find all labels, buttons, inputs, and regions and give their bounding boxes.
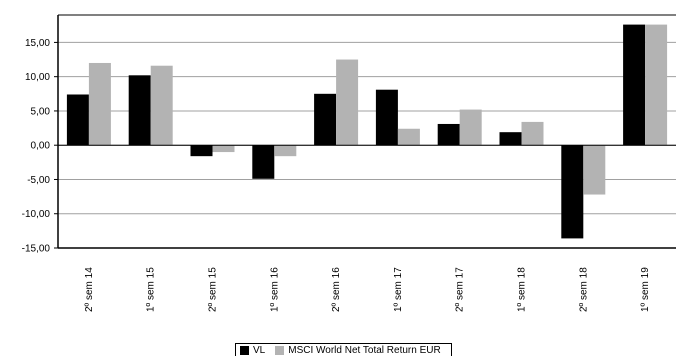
legend-label-vl: VL xyxy=(253,344,266,356)
bar-msci xyxy=(274,145,297,157)
legend: VL MSCI World Net Total Return EUR xyxy=(235,343,452,356)
x-tick-label: 2º sem 16 xyxy=(331,267,342,312)
x-tick-label: 2º sem 15 xyxy=(208,267,219,312)
bar-vl xyxy=(437,123,460,146)
x-tick-labels: 2º sem 14 1º sem 15 2º sem 15 1º sem 16 2º s… xyxy=(84,267,651,312)
legend-swatch-msci xyxy=(275,345,285,355)
y-tick-label: 5,00 xyxy=(31,106,51,117)
bar-msci xyxy=(336,59,359,146)
y-tick-label: 10,00 xyxy=(25,72,50,83)
bar-vl xyxy=(66,94,89,146)
bar-vl xyxy=(375,89,398,146)
y-tick-label: -15,00 xyxy=(22,244,51,255)
y-tick-label: -5,00 xyxy=(27,175,50,186)
bars xyxy=(66,24,668,239)
bar-vl xyxy=(190,145,213,157)
bar-vl xyxy=(314,93,337,146)
y-tick-label: 15,00 xyxy=(25,38,50,49)
bar-msci xyxy=(150,65,173,146)
x-tick-label: 2º sem 18 xyxy=(578,267,589,312)
legend-label-msci: MSCI World Net Total Return EUR xyxy=(288,344,441,356)
y-tick-labels: 15,00 10,00 5,00 0,00 -5,00 -10,00 -15,00 xyxy=(22,38,51,255)
x-tick-label: 2º sem 17 xyxy=(455,267,466,312)
bar-msci xyxy=(88,62,111,146)
bar-vl xyxy=(252,145,275,179)
legend-swatch-vl xyxy=(240,345,249,355)
x-tick-label: 1º sem 15 xyxy=(146,267,157,312)
y-tick-label: 0,00 xyxy=(31,141,51,152)
axes xyxy=(54,14,676,249)
bar-msci xyxy=(583,145,606,195)
y-tick-label: -10,00 xyxy=(22,209,51,220)
bar-msci xyxy=(459,109,482,146)
x-tick-label: 1º sem 18 xyxy=(517,267,528,312)
bar-msci xyxy=(212,145,235,153)
x-tick-label: 1º sem 17 xyxy=(393,267,404,312)
x-tick-label: 1º sem 16 xyxy=(269,267,280,312)
bar-vl xyxy=(499,132,522,146)
x-tick-label: 2º sem 14 xyxy=(84,267,95,312)
bar-vl xyxy=(623,24,646,146)
bar-msci xyxy=(521,121,544,146)
x-tick-label: 1º sem 19 xyxy=(640,267,651,312)
bar-vl xyxy=(128,75,151,146)
bar-vl xyxy=(561,145,584,239)
bar-msci xyxy=(645,24,668,146)
bar-msci xyxy=(397,128,420,146)
